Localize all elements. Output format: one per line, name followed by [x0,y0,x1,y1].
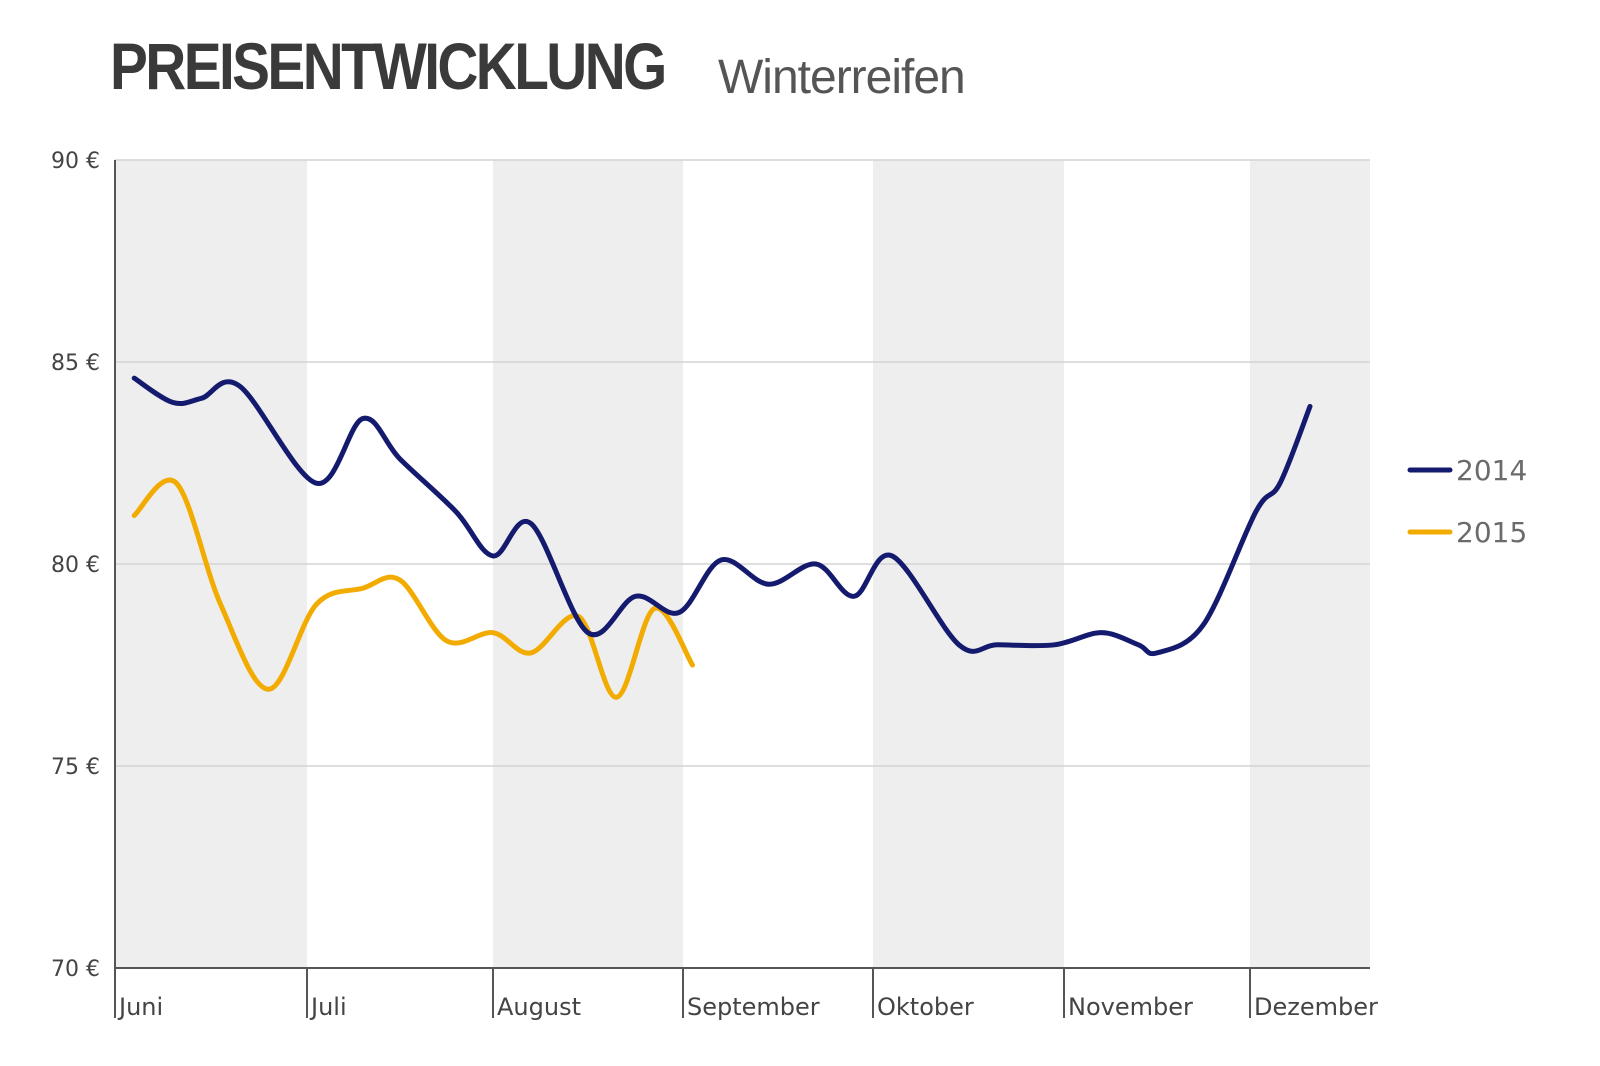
chart-title-block: PREISENTWICKLUNG Winterreifen [110,28,966,104]
x-tick-label: November [1068,993,1193,1021]
gridlines [115,159,1370,767]
x-tick-label: August [497,993,581,1021]
legend-label: 2015 [1456,516,1527,549]
chart-subtitle: Winterreifen [718,51,966,104]
y-tick-label: 80 € [51,553,100,578]
x-tick-label: Oktober [877,993,974,1021]
y-tick-label: 75 € [51,755,100,780]
y-tick-labels: 90 € 85 € 80 € 75 € 70 € [51,149,100,982]
legend: 2014 2015 [1407,454,1527,549]
series-lines [131,375,1313,700]
x-tick-label: Dezember [1254,993,1378,1021]
x-tick-labels: Juni Juli August September Oktober November De… [117,993,1378,1021]
y-tick-label: 70 € [51,957,100,982]
series-line-2014 [131,375,1313,657]
legend-label: 2014 [1456,454,1527,487]
x-tick-label: Juni [117,993,163,1021]
x-tick-label: Juli [309,993,347,1021]
series-line-2015 [131,477,695,700]
axes [114,160,1370,1018]
y-tick-label: 90 € [51,149,100,174]
y-tick-label: 85 € [51,351,100,376]
x-tick-label: September [687,993,820,1021]
chart-title: PREISENTWICKLUNG [110,29,667,103]
